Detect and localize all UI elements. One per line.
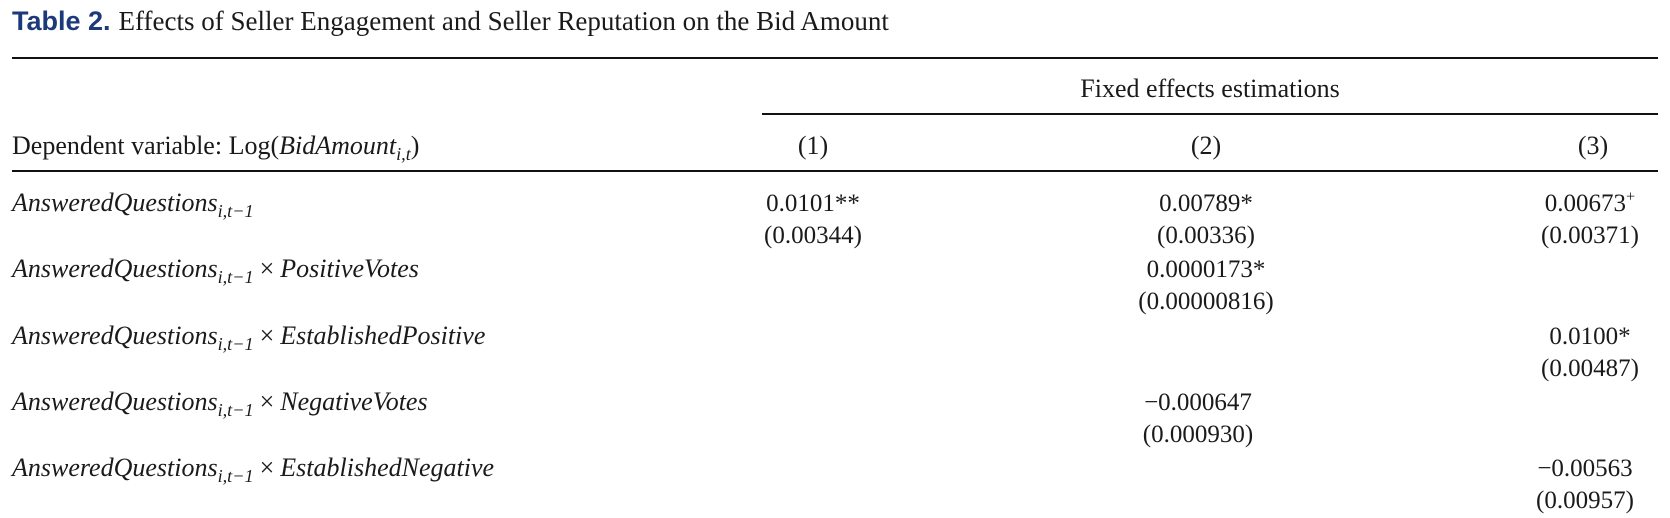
row-label-answered-questions: AnsweredQuestionsi,t−1 <box>12 188 254 222</box>
cell-row4-col2: −0.000647 (0.000930) <box>1142 389 1254 448</box>
column-spanner: Fixed effects estimations <box>1080 74 1340 103</box>
cell-row1-col1: 0.0101** (0.00344) <box>764 190 862 249</box>
column-header-2: (2) <box>1190 131 1222 160</box>
row-label-positive-votes: AnsweredQuestionsi,t−1 × PositiveVotes <box>12 254 419 288</box>
row-label-established-positive: AnsweredQuestionsi,t−1 × EstablishedPositi… <box>12 321 486 355</box>
table-caption: Table 2. Effects of Seller Engagement and… <box>12 6 889 37</box>
cell-row1-col2: 0.00789* (0.00336) <box>1157 190 1255 249</box>
table-number: Table 2. <box>12 6 111 36</box>
column-header-1: (1) <box>797 131 829 160</box>
dependent-variable-label: Dependent variable: Log(BidAmounti,t) <box>12 131 420 165</box>
row-label-negative-votes: AnsweredQuestionsi,t−1 × NegativeVotes <box>12 387 428 421</box>
cell-row1-col3: 0.00673+ (0.00371) <box>1541 187 1639 249</box>
cell-row5-col3: −0.00563 (0.00957) <box>1536 455 1634 514</box>
cell-row2-col2: 0.0000173* (0.00000816) <box>1138 256 1274 315</box>
header-rule <box>12 170 1658 172</box>
row-label-established-negative: AnsweredQuestionsi,t−1 × EstablishedNegati… <box>12 453 495 487</box>
column-header-3: (3) <box>1577 131 1609 160</box>
cell-row3-col3: 0.0100* (0.00487) <box>1541 323 1639 382</box>
spanner-rule <box>762 113 1658 115</box>
table-title: Effects of Seller Engagement and Seller … <box>118 6 889 36</box>
top-rule <box>12 57 1658 59</box>
